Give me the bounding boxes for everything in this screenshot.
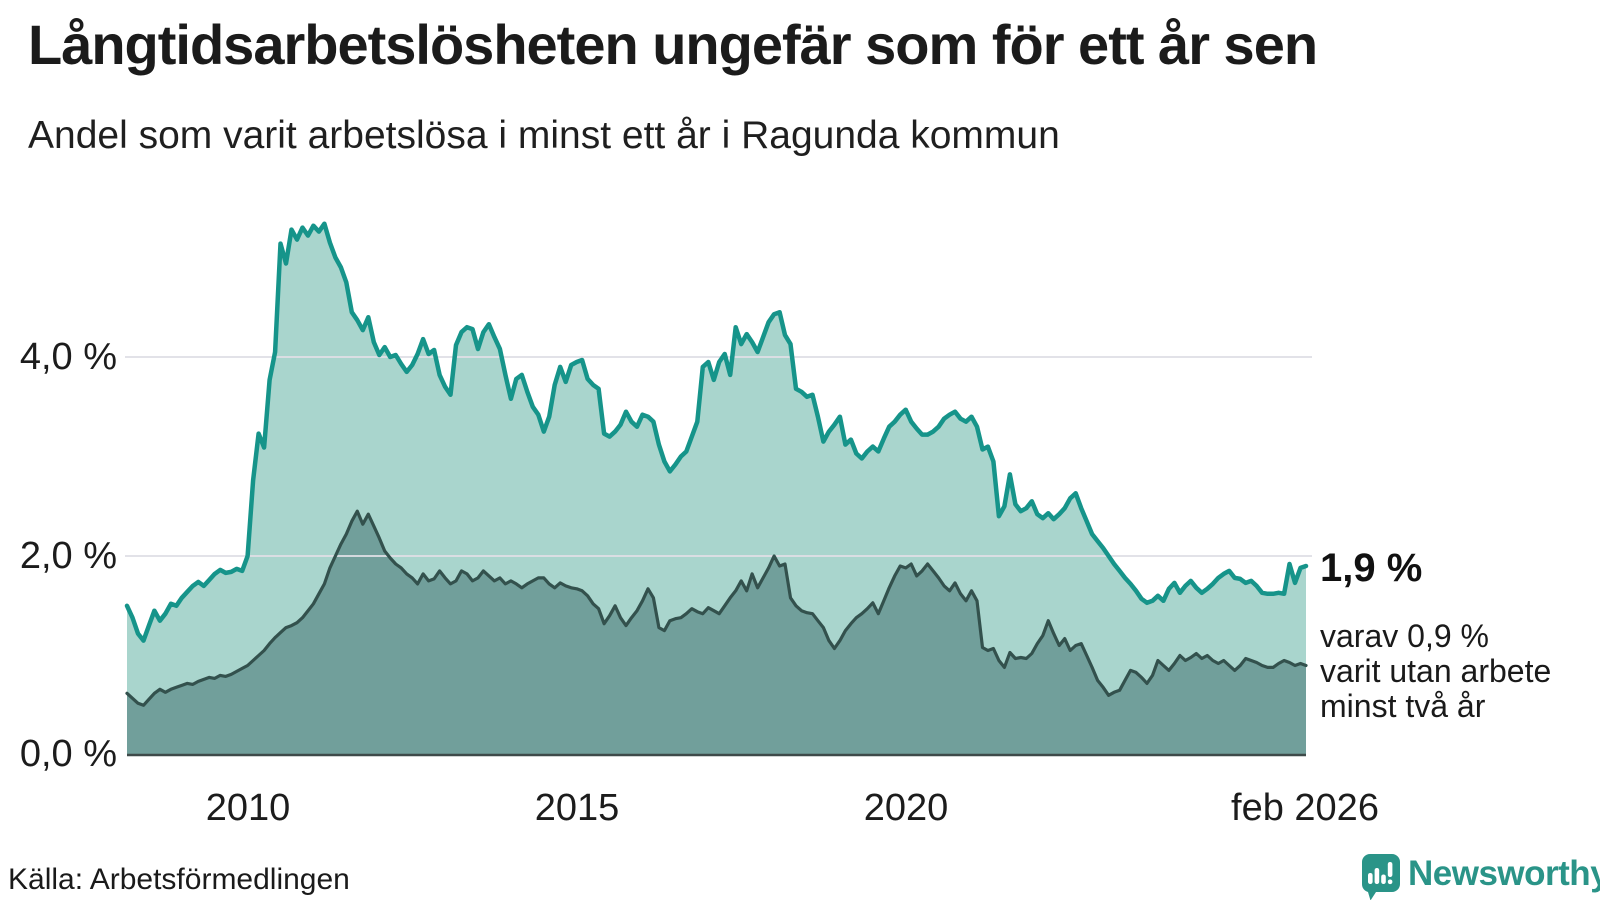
line-total-unemployed [124,221,1309,643]
gridlines [125,356,1312,557]
end-note-line-1: varav 0,9 % [1320,618,1489,654]
y-tick-0: 0,0 % [19,733,117,775]
bar-chart-glyph [1368,862,1393,885]
end-value-label: 1,9 % [1320,546,1423,590]
x-tick-2010: 2010 [205,787,291,829]
page-subtitle: Andel som varit arbetslösa i minst ett å… [28,114,1060,157]
x-tick-feb-2026: feb 2026 [1231,787,1379,829]
x-tick-2015: 2015 [534,787,620,829]
line-two-years-unemployed [125,509,1308,707]
y-tick-4: 4,0 % [19,336,117,378]
area-two-years-unemployed [127,511,1306,755]
newsworthy-logo: Newsworthy [1360,851,1600,900]
page-title: Långtidsarbetslösheten ungefär som för e… [28,13,1318,76]
chart-lines [124,221,1309,707]
newsworthy-bubble-icon [1361,854,1400,900]
end-note-line-2: varit utan arbete [1320,653,1552,689]
y-tick-2: 2,0 % [19,535,117,577]
end-note-line-3: minst två år [1320,688,1486,724]
end-note-label: varav 0,9 % varit utan arbete minst två … [1320,619,1551,724]
x-tick-2020: 2020 [863,787,949,829]
source-label: Källa: Arbetsförmedlingen [8,863,350,896]
newsworthy-logo-text: Newsworthy [1408,854,1600,893]
